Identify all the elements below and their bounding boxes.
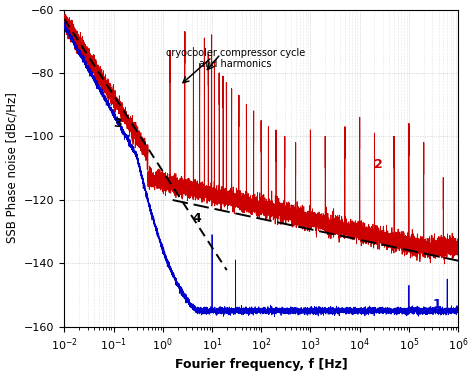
Y-axis label: SSB Phase noise [dBc/Hz]: SSB Phase noise [dBc/Hz]: [6, 93, 18, 244]
Text: 4: 4: [192, 212, 201, 225]
Text: cryocooler compressor cycle
and harmonics: cryocooler compressor cycle and harmonic…: [166, 48, 305, 69]
Text: 3: 3: [114, 117, 122, 130]
X-axis label: Fourier frequency, f [Hz]: Fourier frequency, f [Hz]: [175, 359, 347, 371]
Text: 2: 2: [374, 158, 383, 171]
Text: 1: 1: [432, 297, 441, 311]
